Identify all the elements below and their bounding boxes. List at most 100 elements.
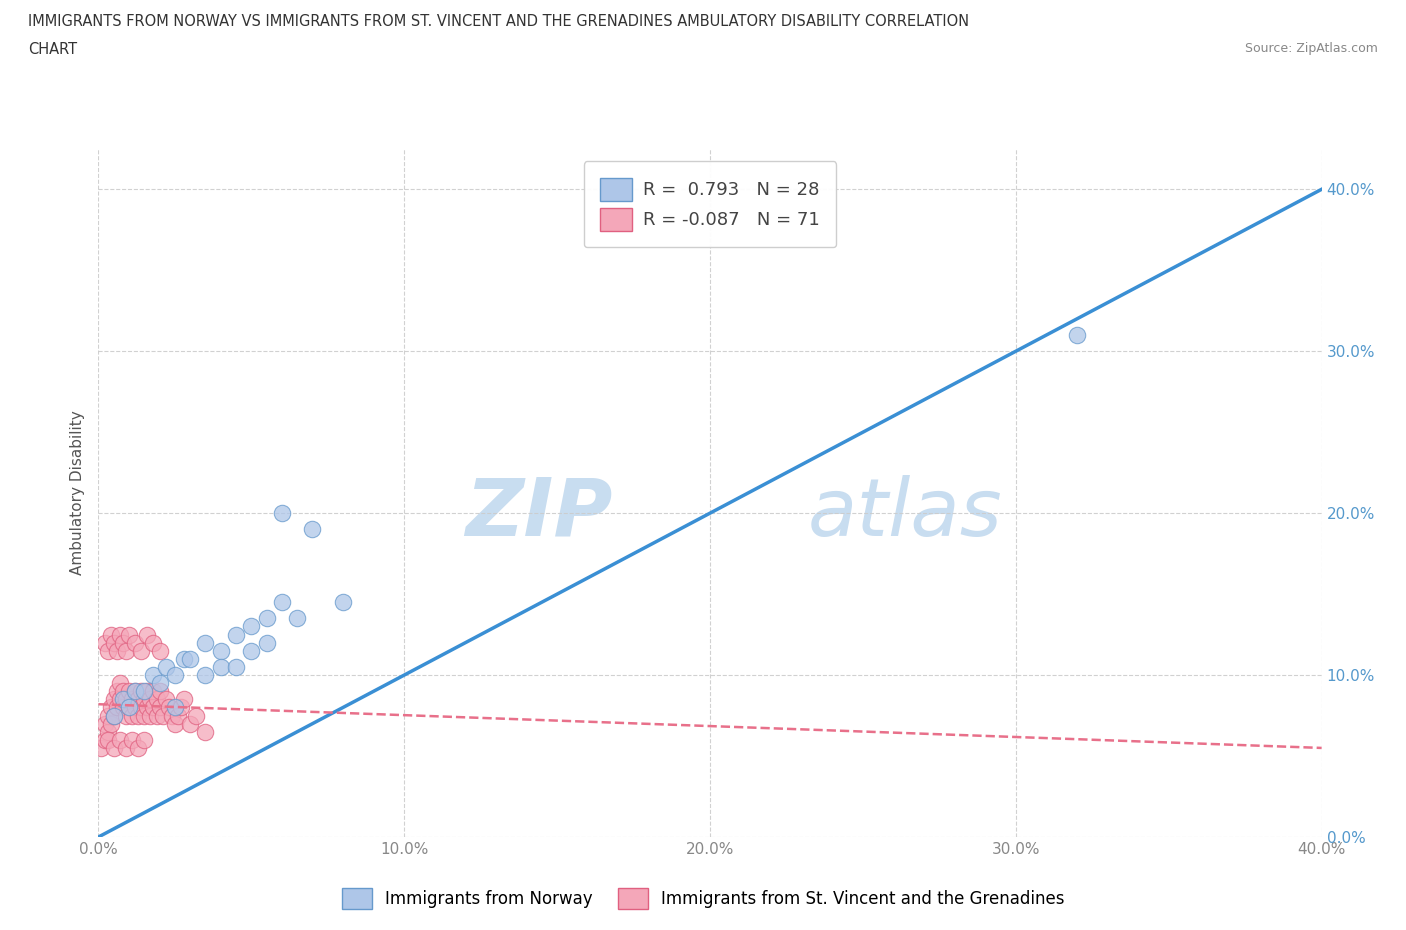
Point (170, 700, 193, 715)
Point (111, 692, 134, 707)
Point (142, 684, 165, 698)
Point (240, 619, 263, 634)
Point (142, 668, 165, 683)
Point (134, 708, 156, 723)
Point (194, 668, 217, 683)
Point (332, 595, 354, 610)
Point (118, 700, 141, 715)
Point (127, 708, 149, 723)
Point (163, 700, 186, 715)
Point (103, 692, 125, 707)
Point (103, 740, 125, 755)
Text: CHART: CHART (28, 42, 77, 57)
Point (111, 700, 134, 715)
Point (1066, 327, 1088, 342)
Point (136, 700, 159, 715)
Point (163, 716, 186, 731)
Point (105, 700, 128, 715)
Y-axis label: Ambulatory Disability: Ambulatory Disability (69, 410, 84, 576)
Point (111, 684, 134, 698)
Point (129, 684, 152, 698)
Point (121, 708, 143, 723)
Point (103, 635, 125, 650)
Point (155, 659, 177, 674)
Point (121, 692, 143, 707)
Point (145, 708, 167, 723)
Point (256, 611, 278, 626)
Point (111, 635, 134, 650)
Point (240, 644, 263, 658)
Point (108, 733, 131, 748)
Point (186, 708, 208, 723)
Point (149, 684, 172, 698)
Point (108, 692, 131, 707)
Text: atlas: atlas (808, 474, 1002, 552)
Text: Source: ZipAtlas.com: Source: ZipAtlas.com (1244, 42, 1378, 55)
Point (149, 644, 172, 658)
Point (105, 644, 128, 658)
Point (173, 692, 195, 707)
Point (129, 644, 152, 658)
Point (163, 668, 186, 683)
Point (149, 676, 172, 691)
Point (108, 627, 131, 642)
Point (115, 740, 138, 755)
Point (121, 733, 143, 748)
Point (97, 708, 120, 723)
Point (103, 708, 125, 723)
Point (152, 708, 174, 723)
Point (285, 611, 308, 626)
Point (93, 635, 115, 650)
Point (136, 684, 159, 698)
Point (134, 733, 156, 748)
Point (118, 627, 141, 642)
Point (160, 708, 183, 723)
Point (139, 708, 162, 723)
Point (173, 651, 195, 666)
Point (194, 724, 217, 739)
Point (270, 506, 292, 521)
Point (97, 733, 120, 748)
Point (142, 635, 165, 650)
Point (124, 684, 146, 698)
Text: IMMIGRANTS FROM NORWAY VS IMMIGRANTS FROM ST. VINCENT AND THE GRENADINES AMBULAT: IMMIGRANTS FROM NORWAY VS IMMIGRANTS FRO… (28, 14, 969, 29)
Point (256, 635, 278, 650)
Point (100, 716, 122, 731)
Point (124, 700, 146, 715)
Point (115, 708, 138, 723)
Point (179, 716, 201, 731)
Point (157, 700, 180, 715)
Legend: Immigrants from Norway, Immigrants from St. Vincent and the Grenadines: Immigrants from Norway, Immigrants from … (333, 880, 1073, 917)
Point (103, 708, 125, 723)
Point (100, 700, 122, 715)
Point (97, 724, 120, 739)
Point (93, 733, 115, 748)
Point (97, 644, 120, 658)
Point (194, 635, 217, 650)
Point (129, 700, 152, 715)
Point (179, 651, 201, 666)
Point (225, 659, 247, 674)
Point (118, 700, 141, 715)
Point (209, 659, 232, 674)
Point (209, 644, 232, 658)
Point (142, 700, 165, 715)
Text: ZIP: ZIP (465, 474, 612, 552)
Point (136, 627, 159, 642)
Point (167, 708, 190, 723)
Point (134, 684, 156, 698)
Point (127, 740, 149, 755)
Point (155, 692, 177, 707)
Point (139, 692, 162, 707)
Point (270, 595, 292, 610)
Legend: R =  0.793   N = 28, R = -0.087   N = 71: R = 0.793 N = 28, R = -0.087 N = 71 (583, 161, 837, 247)
Point (301, 522, 323, 537)
Point (118, 684, 141, 698)
Point (127, 692, 149, 707)
Point (225, 627, 247, 642)
Point (93, 716, 115, 731)
Point (90, 740, 112, 755)
Point (124, 635, 146, 650)
Point (134, 692, 156, 707)
Point (115, 644, 138, 658)
